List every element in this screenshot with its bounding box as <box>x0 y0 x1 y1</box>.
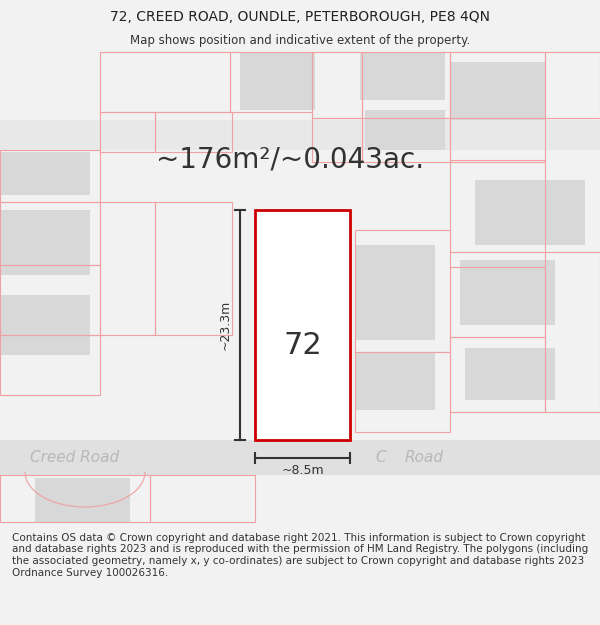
Bar <box>360 52 445 100</box>
Bar <box>230 52 312 112</box>
Bar <box>355 352 435 410</box>
Text: Road: Road <box>405 451 444 466</box>
Bar <box>312 52 362 118</box>
Text: 72, CREED ROAD, OUNDLE, PETERBOROUGH, PE8 4QN: 72, CREED ROAD, OUNDLE, PETERBOROUGH, PE… <box>110 10 490 24</box>
Bar <box>460 260 555 325</box>
Bar <box>0 152 90 195</box>
Bar <box>355 352 450 432</box>
Bar <box>155 202 232 335</box>
Text: C: C <box>375 451 386 466</box>
Bar <box>0 295 90 355</box>
Bar <box>0 120 600 150</box>
Text: ~23.3m: ~23.3m <box>219 300 232 350</box>
Bar <box>545 252 600 412</box>
Bar <box>450 337 545 412</box>
Bar <box>465 348 555 400</box>
Bar <box>0 210 90 275</box>
Bar <box>355 230 450 352</box>
Bar <box>365 110 445 150</box>
Bar <box>35 478 130 522</box>
Bar <box>312 118 362 162</box>
Bar <box>475 180 585 245</box>
Bar <box>0 440 600 475</box>
Bar <box>450 118 545 162</box>
Bar <box>545 52 600 118</box>
Bar <box>355 245 435 340</box>
Bar <box>240 52 315 110</box>
Bar <box>0 335 100 395</box>
Bar <box>155 112 232 152</box>
Text: ~176m²/~0.043ac.: ~176m²/~0.043ac. <box>156 146 424 174</box>
Bar <box>362 118 450 162</box>
Bar <box>0 475 150 522</box>
Bar <box>0 265 100 335</box>
Bar <box>450 267 545 337</box>
Bar <box>150 475 255 522</box>
Bar <box>450 52 545 118</box>
Text: Creed Road: Creed Road <box>31 451 119 466</box>
Bar <box>362 52 450 118</box>
Bar <box>100 112 155 152</box>
Text: Contains OS data © Crown copyright and database right 2021. This information is : Contains OS data © Crown copyright and d… <box>12 533 588 578</box>
Text: 72: 72 <box>283 331 322 359</box>
Bar <box>0 150 100 202</box>
Bar <box>0 202 100 265</box>
Bar <box>100 52 230 112</box>
Bar <box>100 202 155 335</box>
Bar <box>450 62 545 120</box>
Text: ~8.5m: ~8.5m <box>281 464 324 476</box>
Bar <box>255 210 350 440</box>
Text: Map shows position and indicative extent of the property.: Map shows position and indicative extent… <box>130 34 470 47</box>
Bar <box>450 160 545 252</box>
